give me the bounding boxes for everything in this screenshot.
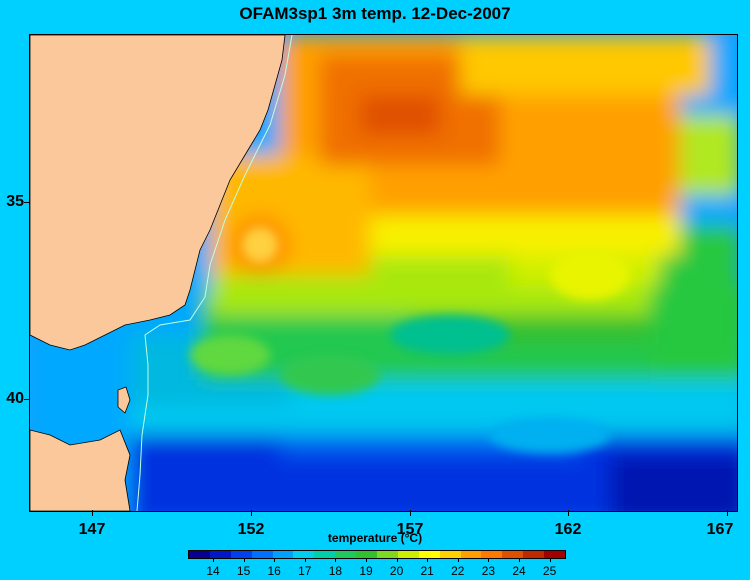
colorbar-segment xyxy=(397,551,419,558)
x-tick-label: 167 xyxy=(706,521,734,538)
colorbar-segment xyxy=(293,551,315,558)
tasmania-land xyxy=(30,429,131,511)
island-land xyxy=(117,386,131,414)
plot-title: OFAM3sp1 3m temp. 12-Dec-2007 xyxy=(239,4,511,23)
y-tick-label: 35 xyxy=(6,193,24,210)
colorbar-tick-label: 15 xyxy=(236,564,251,578)
colorbar-label: temperature (°C) xyxy=(327,531,423,545)
x-tick-label: 152 xyxy=(237,521,265,538)
colorbar-segment xyxy=(251,551,273,558)
colorbar-tick-label: 23 xyxy=(481,564,496,578)
colorbar-segment xyxy=(439,551,461,558)
x-tick-label: 147 xyxy=(78,521,106,538)
colorbar-tick-label: 21 xyxy=(420,564,434,578)
colorbar-segment xyxy=(523,551,545,558)
x-tick-label: 162 xyxy=(554,521,582,538)
colorbar-segment xyxy=(356,551,378,558)
colorbar-segment xyxy=(544,551,566,558)
colorbar-segment xyxy=(418,551,440,558)
colorbar-tickmark xyxy=(366,558,367,562)
colorbar-tickmark xyxy=(274,558,276,562)
colorbar-segment xyxy=(335,551,357,558)
colorbar-segment xyxy=(460,551,482,558)
y-tickmark xyxy=(24,202,29,203)
y-tick-label: 40 xyxy=(6,390,24,407)
eddy-features xyxy=(190,227,630,453)
colorbar-segment xyxy=(377,551,398,558)
colorbar xyxy=(188,550,566,559)
colorbar-tickmark xyxy=(335,558,337,562)
colorbar-segment xyxy=(209,551,231,558)
colorbar-tick-label: 20 xyxy=(389,564,404,578)
colorbar-tickmark xyxy=(519,558,520,562)
colorbar-tickmark xyxy=(213,558,214,562)
colorbar-tickmark xyxy=(457,558,459,562)
colorbar-segment xyxy=(481,551,503,558)
colorbar-tick-label: 18 xyxy=(328,564,343,578)
colorbar-tickmark xyxy=(304,558,306,562)
colorbar-tickmark xyxy=(549,558,551,562)
colorbar-tick-label: 24 xyxy=(512,564,526,578)
colorbar-segment xyxy=(230,551,252,558)
colorbar-segment xyxy=(502,551,524,558)
colorbar-tick-label: 25 xyxy=(542,564,557,578)
colorbar-tickmark xyxy=(488,558,490,562)
x-tickmark xyxy=(568,510,569,516)
colorbar-tick-label: 17 xyxy=(298,564,312,578)
x-tickmark xyxy=(251,510,252,516)
x-tick-label: 157 xyxy=(396,521,424,538)
colorbar-tick-label: 19 xyxy=(359,564,373,578)
map-svg xyxy=(30,35,737,511)
colorbar-tickmark xyxy=(396,558,398,562)
x-tickmark xyxy=(410,510,411,516)
shelf-contour xyxy=(136,35,293,511)
x-tickmark xyxy=(727,510,728,516)
colorbar-tickmark xyxy=(243,558,245,562)
y-tickmark xyxy=(24,399,29,400)
colorbar-tickmark xyxy=(427,558,429,562)
colorbar-segment xyxy=(272,551,294,558)
colorbar-tick-label: 16 xyxy=(267,564,281,578)
x-tickmark xyxy=(92,510,93,516)
temperature-map xyxy=(29,34,738,512)
land-mass xyxy=(30,35,286,351)
colorbar-tick-label: 14 xyxy=(206,564,220,578)
colorbar-segment xyxy=(189,551,210,558)
colorbar-segment xyxy=(314,551,336,558)
colorbar-tick-label: 22 xyxy=(451,564,465,578)
